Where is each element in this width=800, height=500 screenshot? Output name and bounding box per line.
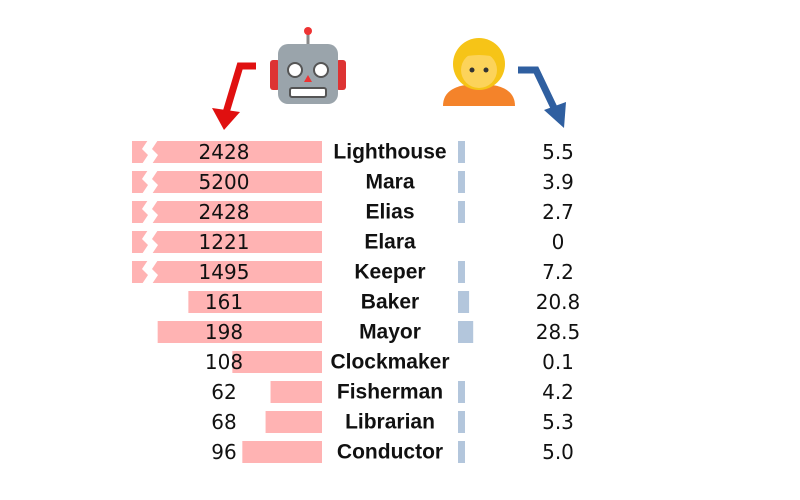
category-label: Lighthouse <box>333 141 446 164</box>
left-value-label: 1221 <box>199 230 250 254</box>
left-bar <box>188 291 322 313</box>
right-value-label: 5.0 <box>542 440 574 464</box>
right-value-label: 5.5 <box>542 140 574 164</box>
right-bar <box>458 321 474 343</box>
left-value-label: 108 <box>205 350 243 374</box>
left-value-label: 1495 <box>199 260 250 284</box>
category-label: Elara <box>364 231 416 254</box>
right-value-label: 0.1 <box>542 350 574 374</box>
left-bar <box>132 231 322 253</box>
right-value-label: 28.5 <box>536 320 581 344</box>
break-mark <box>142 170 158 194</box>
right-value-label: 3.9 <box>542 170 574 194</box>
right-bar <box>458 141 465 163</box>
robot-icon <box>270 27 346 104</box>
left-value-label: 68 <box>211 410 236 434</box>
right-bar <box>458 441 465 463</box>
category-label: Conductor <box>337 441 443 464</box>
left-bar <box>270 381 322 403</box>
left-bar <box>242 441 322 463</box>
right-bar <box>458 381 465 403</box>
right-value-label: 20.8 <box>536 290 581 314</box>
left-bar <box>132 171 322 193</box>
left-value-label: 96 <box>211 440 236 464</box>
right-bar <box>458 411 465 433</box>
break-mark <box>142 200 158 224</box>
left-value-label: 198 <box>205 320 243 344</box>
break-mark <box>142 230 158 254</box>
left-value-label: 2428 <box>199 200 250 224</box>
left-bar <box>265 411 322 433</box>
category-label: Mara <box>365 171 414 194</box>
right-bar <box>458 171 465 193</box>
category-label: Fisherman <box>337 381 443 404</box>
break-mark <box>142 140 158 164</box>
category-label: Clockmaker <box>330 351 449 374</box>
right-bar <box>458 201 465 223</box>
right-value-label: 0 <box>552 230 565 254</box>
left-value-label: 62 <box>211 380 236 404</box>
right-value-label: 7.2 <box>542 260 574 284</box>
left-value-label: 161 <box>205 290 243 314</box>
left-value-label: 5200 <box>199 170 250 194</box>
left-value-label: 2428 <box>199 140 250 164</box>
category-label: Mayor <box>359 321 421 344</box>
right-bar <box>458 291 470 313</box>
person-icon <box>443 38 515 106</box>
left-bar <box>132 201 322 223</box>
arrow-right <box>518 66 566 128</box>
category-label: Baker <box>361 291 419 314</box>
category-label: Elias <box>365 201 414 224</box>
right-bar <box>458 261 465 283</box>
right-value-label: 5.3 <box>542 410 574 434</box>
category-label: Librarian <box>345 411 435 434</box>
left-bar <box>157 321 322 343</box>
arrow-left <box>212 62 256 130</box>
right-value-label: 2.7 <box>542 200 574 224</box>
category-label: Keeper <box>354 261 425 284</box>
left-bar <box>232 351 322 373</box>
right-value-label: 4.2 <box>542 380 574 404</box>
left-bar <box>132 141 322 163</box>
break-mark <box>142 260 158 284</box>
left-bar <box>132 261 322 283</box>
